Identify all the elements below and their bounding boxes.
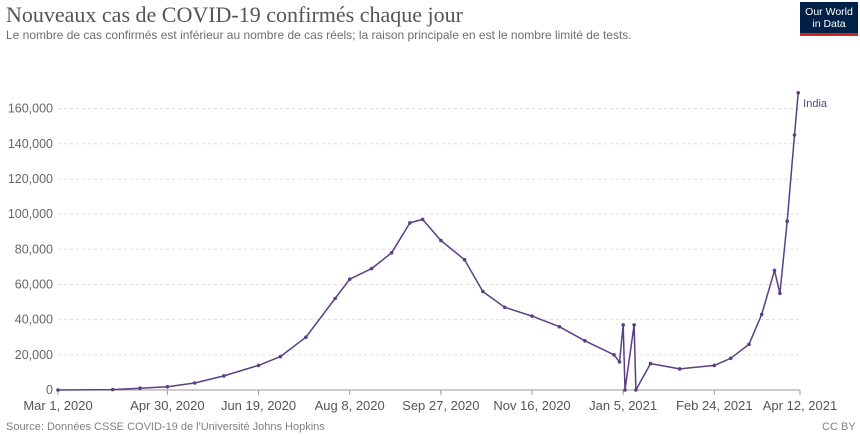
x-tick-label: Apr 30, 2020 xyxy=(130,398,204,413)
y-tick-label: 60,000 xyxy=(15,277,53,291)
y-tick-label: 80,000 xyxy=(15,242,53,256)
y-tick-label: 40,000 xyxy=(15,313,53,327)
y-tick-label: 140,000 xyxy=(8,137,53,151)
logo-stripe xyxy=(800,33,858,36)
data-point[interactable] xyxy=(256,363,261,368)
data-point[interactable] xyxy=(621,323,625,327)
data-point[interactable] xyxy=(502,305,507,310)
x-tick-label: Nov 16, 2020 xyxy=(493,398,570,413)
data-point[interactable] xyxy=(759,312,764,317)
data-point[interactable] xyxy=(677,367,682,371)
x-tick-label: Sep 27, 2020 xyxy=(402,398,479,413)
series-lines xyxy=(57,92,799,391)
data-point[interactable] xyxy=(333,296,337,301)
data-point[interactable] xyxy=(138,386,142,391)
data-point[interactable] xyxy=(747,342,751,347)
x-tick-label: Mar 1, 2020 xyxy=(23,398,92,413)
data-point[interactable] xyxy=(369,266,374,271)
series-points xyxy=(56,91,800,392)
x-tick-label: Aug 8, 2020 xyxy=(315,398,385,413)
data-point[interactable] xyxy=(612,353,616,357)
data-point[interactable] xyxy=(278,354,283,359)
y-tick-label: 160,000 xyxy=(8,102,53,116)
data-point[interactable] xyxy=(408,221,412,225)
data-point[interactable] xyxy=(56,388,60,392)
x-tick-label: Apr 12, 2021 xyxy=(763,398,837,413)
y-tick-label: 100,000 xyxy=(8,207,53,221)
y-axis-ticks: 0 20,000 40,000 60,000 80,000 100,000 120,000 1… xyxy=(8,102,53,397)
data-point[interactable] xyxy=(728,356,733,361)
x-axis-ticks: Mar 1, 2020 Apr 30, 2020 Jun 19, 2020 Aug 8… xyxy=(23,390,837,413)
data-point[interactable] xyxy=(222,374,226,378)
y-tick-label: 120,000 xyxy=(8,172,53,186)
our-world-in-data-logo[interactable]: Our World in Data xyxy=(800,2,858,36)
data-point[interactable] xyxy=(796,91,800,95)
chart-subtitle: Le nombre de cas confirmés est inférieur… xyxy=(6,28,632,42)
data-point[interactable] xyxy=(110,387,115,392)
data-point[interactable] xyxy=(420,217,425,222)
data-point[interactable] xyxy=(634,388,638,392)
data-point[interactable] xyxy=(792,133,797,137)
gridlines xyxy=(58,108,800,391)
series-line-india xyxy=(57,92,799,391)
data-point[interactable] xyxy=(389,251,394,255)
data-point[interactable] xyxy=(530,314,534,318)
data-point[interactable] xyxy=(165,385,170,389)
data-point[interactable] xyxy=(632,323,636,327)
data-point[interactable] xyxy=(583,339,587,343)
chart-title: Nouveaux cas de COVID-19 confirmés chaqu… xyxy=(6,2,463,27)
data-point[interactable] xyxy=(192,381,197,385)
logo-line-2: in Data xyxy=(812,18,846,30)
data-point[interactable] xyxy=(648,361,653,366)
data-point[interactable] xyxy=(778,291,782,296)
data-point[interactable] xyxy=(785,219,789,223)
data-point[interactable] xyxy=(617,360,622,364)
data-point[interactable] xyxy=(439,238,443,243)
series-label-india: India xyxy=(803,98,828,110)
source-note[interactable]: Source: Données CSSE COVID-19 de l'Unive… xyxy=(6,421,325,433)
x-tick-label: Jan 5, 2021 xyxy=(589,398,657,413)
y-tick-label: 0 xyxy=(46,383,53,397)
license-link[interactable]: CC BY xyxy=(822,421,856,433)
data-point[interactable] xyxy=(481,289,485,294)
x-tick-label: Jun 19, 2020 xyxy=(221,398,296,413)
x-tick-label: Feb 24, 2021 xyxy=(676,398,753,413)
y-tick-label: 20,000 xyxy=(15,348,53,362)
data-point[interactable] xyxy=(772,268,777,273)
series-labels: India xyxy=(803,98,828,110)
logo-line-1: Our World xyxy=(805,6,853,18)
data-point[interactable] xyxy=(347,277,352,282)
data-point[interactable] xyxy=(623,388,627,392)
data-point[interactable] xyxy=(304,335,308,340)
data-point[interactable] xyxy=(462,258,467,262)
data-point[interactable] xyxy=(557,324,562,329)
data-point[interactable] xyxy=(712,363,717,368)
